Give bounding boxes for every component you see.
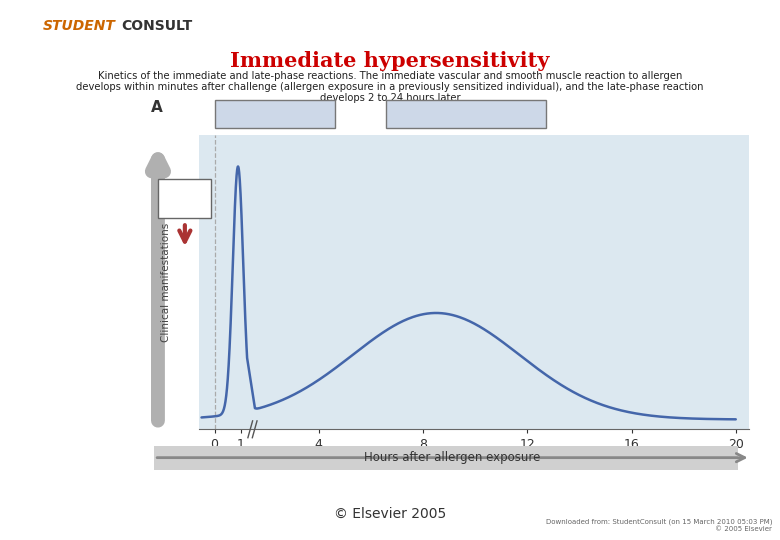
Text: STUDENT: STUDENT xyxy=(43,19,115,33)
Text: Downloaded from: StudentConsult (on 15 March 2010 05:03 PM)
© 2005 Elsevier: Downloaded from: StudentConsult (on 15 M… xyxy=(546,518,772,532)
Text: Immediate: Immediate xyxy=(241,107,308,120)
Text: develops 2 to 24 hours later: develops 2 to 24 hours later xyxy=(320,93,460,103)
Text: develops within minutes after challenge (allergen exposure in a previously sensi: develops within minutes after challenge … xyxy=(76,82,704,92)
Bar xyxy=(154,446,739,469)
Text: Hours after allergen exposure: Hours after allergen exposure xyxy=(364,451,541,464)
Text: Immediate hypersensitivity: Immediate hypersensitivity xyxy=(230,51,550,71)
Text: © Elsevier 2005: © Elsevier 2005 xyxy=(334,507,446,521)
Text: Late-phase reaction: Late-phase reaction xyxy=(403,107,529,120)
Text: Allergen
exposure: Allergen exposure xyxy=(161,188,209,210)
Text: Kinetics of the immediate and late-phase reactions. The immediate vascular and s: Kinetics of the immediate and late-phase… xyxy=(98,71,682,82)
Text: A: A xyxy=(151,100,162,115)
Text: Clinical manifestations: Clinical manifestations xyxy=(161,222,171,342)
Text: CONSULT: CONSULT xyxy=(121,19,192,33)
